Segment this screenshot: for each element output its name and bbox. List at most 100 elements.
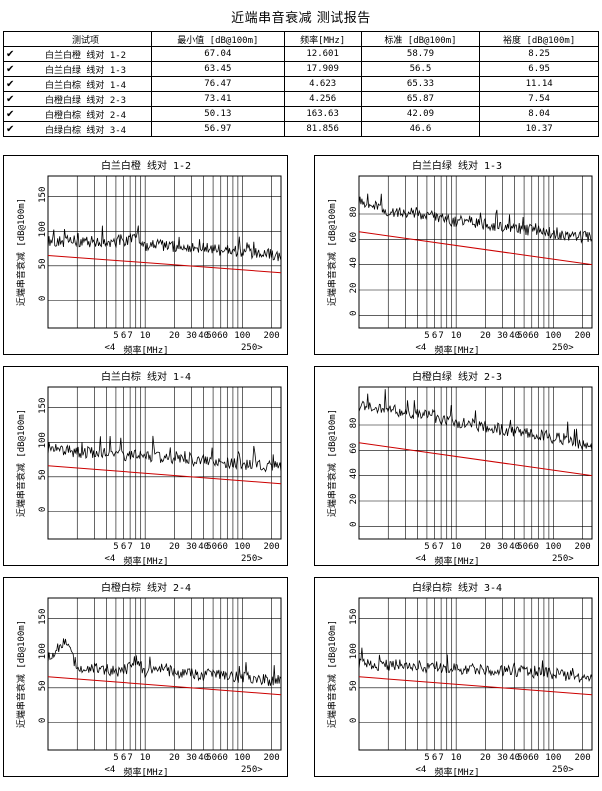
pass-check-icon: ✔ bbox=[3, 76, 20, 92]
chart-panel-2-4: 白橙白棕 线对 2-4 0 50 100 150 5 6 7 10 20 30 40 5060 100 20… bbox=[3, 577, 288, 778]
x-tick-label: 6 bbox=[432, 331, 437, 341]
y-tick-label: 100 bbox=[38, 221, 48, 237]
y-tick-label: 40 bbox=[349, 257, 359, 268]
x-tick-label: 7 bbox=[438, 753, 443, 763]
chart-title: 白绿白棕 线对 3-4 bbox=[412, 581, 502, 594]
header-freq: 频率[MHz] bbox=[283, 31, 362, 47]
x-tick-label: 6 bbox=[121, 542, 126, 552]
plot-area bbox=[358, 597, 593, 751]
freq-value: 163.63 bbox=[283, 106, 362, 122]
x-axis-label: 频率[MHz] bbox=[123, 766, 168, 778]
standard-value: 65.33 bbox=[360, 76, 481, 92]
min-value: 56.97 bbox=[151, 121, 285, 137]
y-tick-label: 20 bbox=[349, 283, 359, 294]
y-axis-label: 近端串音衰减 [dB@100m] bbox=[15, 409, 27, 517]
header-min: 最小值 [dB@100m] bbox=[151, 31, 285, 47]
x-tick-label: 10 bbox=[451, 331, 462, 341]
x-tick-label: 40 bbox=[198, 331, 209, 341]
chart-title: 白兰白橙 线对 1-2 bbox=[101, 159, 191, 172]
min-value: 50.13 bbox=[151, 106, 285, 122]
x-tick-label: 5060 bbox=[206, 331, 228, 341]
chart-panel-1-2: 白兰白橙 线对 1-2 0 50 100 150 5 6 7 10 20 30 40 5060 100 20… bbox=[3, 155, 288, 356]
x-axis-label: 频率[MHz] bbox=[434, 555, 479, 567]
x-tick-label: 40 bbox=[509, 753, 520, 763]
x-extra-label: <4 bbox=[416, 765, 427, 775]
freq-value: 4.623 bbox=[283, 76, 362, 92]
x-tick-label: 7 bbox=[438, 331, 443, 341]
y-tick-label: 50 bbox=[349, 680, 359, 691]
x-axis-label: 频率[MHz] bbox=[123, 555, 168, 567]
pass-check-icon: ✔ bbox=[3, 61, 20, 77]
x-tick-label: 200 bbox=[574, 542, 590, 552]
x-tick-label: 5060 bbox=[517, 331, 539, 341]
report-title: 近端串音衰减 测试报告 bbox=[231, 11, 371, 26]
x-axis-label: 频率[MHz] bbox=[434, 344, 479, 356]
x-tick-label: 20 bbox=[480, 753, 491, 763]
table-row: ✔ 白绿白棕 线对 3-4 56.97 81.856 46.6 10.37 bbox=[3, 121, 599, 137]
table-row: ✔ 白橙白绿 线对 2-3 73.41 4.256 65.87 7.54 bbox=[3, 91, 599, 107]
measured-trace bbox=[358, 647, 593, 683]
x-tick-label: 20 bbox=[169, 542, 180, 552]
x-tick-label: 200 bbox=[263, 542, 279, 552]
x-tick-label: 30 bbox=[186, 542, 197, 552]
y-tick-label: 0 bbox=[349, 522, 359, 527]
x-tick-label: 5060 bbox=[517, 753, 539, 763]
header-standard: 标准 [dB@100m] bbox=[360, 31, 481, 47]
pair-name: 白绿白棕 线对 3-4 bbox=[20, 121, 153, 137]
y-tick-label: 50 bbox=[38, 680, 48, 691]
x-tick-label: 20 bbox=[169, 331, 180, 341]
x-tick-label: 10 bbox=[451, 753, 462, 763]
y-tick-label: 150 bbox=[349, 609, 359, 625]
x-tick-label: 20 bbox=[480, 542, 491, 552]
x-tick-label: 40 bbox=[509, 542, 520, 552]
freq-value: 12.601 bbox=[283, 46, 362, 62]
x-tick-label: 5 bbox=[424, 542, 429, 552]
x-tick-label: 30 bbox=[497, 542, 508, 552]
y-tick-label: 100 bbox=[349, 643, 359, 659]
chart-panel-1-3: 白兰白绿 线对 1-3 0 20 40 60 80 5 6 7 10 20 30 40 5060 100 20… bbox=[314, 155, 599, 356]
x-extra-label: 250> bbox=[552, 554, 574, 564]
limit-line bbox=[47, 676, 282, 696]
x-tick-label: 5 bbox=[424, 753, 429, 763]
y-tick-label: 50 bbox=[38, 258, 48, 269]
y-tick-label: 60 bbox=[349, 443, 359, 454]
min-value: 73.41 bbox=[151, 91, 285, 107]
table-header-row: 测试项 最小值 [dB@100m] 频率[MHz] 标准 [dB@100m] 裕… bbox=[3, 31, 599, 47]
x-tick-label: 5 bbox=[113, 753, 118, 763]
x-extra-label: 250> bbox=[241, 554, 263, 564]
freq-value: 17.909 bbox=[283, 61, 362, 77]
margin-value: 7.54 bbox=[479, 91, 599, 107]
x-tick-label: 20 bbox=[169, 753, 180, 763]
standard-value: 56.5 bbox=[360, 61, 481, 77]
chart-panel-1-4: 白兰白棕 线对 1-4 0 50 100 150 5 6 7 10 20 30 40 5060 100 20… bbox=[3, 366, 288, 567]
margin-value: 8.25 bbox=[479, 46, 599, 62]
x-tick-label: 30 bbox=[497, 331, 508, 341]
y-tick-label: 0 bbox=[38, 296, 48, 301]
x-tick-label: 10 bbox=[140, 753, 151, 763]
table-row: ✔ 白兰白橙 线对 1-2 67.04 12.601 58.79 8.25 bbox=[3, 46, 599, 62]
x-tick-label: 5 bbox=[113, 542, 118, 552]
x-tick-label: 40 bbox=[198, 753, 209, 763]
pair-name: 白兰白绿 线对 1-3 bbox=[20, 61, 153, 77]
margin-value: 8.04 bbox=[479, 106, 599, 122]
x-tick-label: 100 bbox=[234, 542, 250, 552]
chart-panel-2-3: 白橙白绿 线对 2-3 0 20 40 60 80 5 6 7 10 20 30 40 5060 100 20… bbox=[314, 366, 599, 567]
x-extra-label: <4 bbox=[105, 765, 116, 775]
x-tick-label: 200 bbox=[263, 753, 279, 763]
measured-trace bbox=[358, 193, 593, 244]
x-tick-label: 200 bbox=[574, 753, 590, 763]
chart-panel-3-4: 白绿白棕 线对 3-4 0 50 100 150 5 6 7 10 20 30 40 5060 100 20… bbox=[314, 577, 599, 778]
x-tick-label: 20 bbox=[480, 331, 491, 341]
x-tick-label: 6 bbox=[432, 753, 437, 763]
margin-value: 11.14 bbox=[479, 76, 599, 92]
y-axis-label: 近端串音衰减 [dB@100m] bbox=[326, 198, 338, 306]
limit-line bbox=[47, 254, 282, 274]
chart-title: 白兰白棕 线对 1-4 bbox=[101, 370, 191, 383]
margin-value: 10.37 bbox=[479, 121, 599, 137]
x-tick-label: 7 bbox=[127, 331, 132, 341]
chart-title: 白橙白棕 线对 2-4 bbox=[101, 581, 191, 594]
y-tick-label: 100 bbox=[38, 643, 48, 659]
